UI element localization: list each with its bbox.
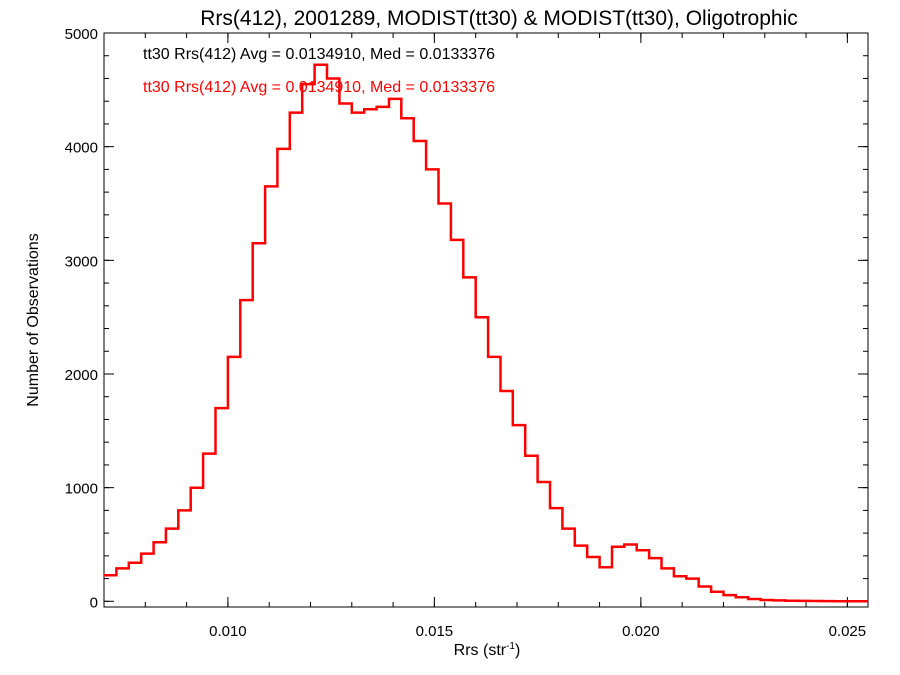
x-axis-label: Rrs (str-1): [454, 641, 521, 659]
plot-frame: [103, 32, 869, 608]
x-tick-label: 0.010: [209, 623, 247, 640]
chart-title: Rrs(412), 2001289, MODIST(tt30) & MODIST…: [200, 7, 798, 30]
series-line: [104, 63, 868, 603]
annotation-line-black: tt30 Rrs(412) Avg = 0.0134910, Med = 0.0…: [143, 46, 495, 63]
y-tick-label: 4000: [65, 140, 98, 157]
y-tick-label: 3000: [65, 253, 98, 270]
annotation-line-red: tt30 Rrs(412) Avg = 0.0134910, Med = 0.0…: [143, 79, 495, 96]
y-tick-label: 0: [90, 594, 98, 611]
x-tick-label: 0.025: [829, 623, 867, 640]
y-axis-label: Number of Observations: [25, 233, 42, 406]
x-tick-label: 0.020: [622, 623, 660, 640]
y-tick-label: 5000: [65, 26, 98, 43]
y-tick-label: 2000: [65, 367, 98, 384]
series-group: [104, 63, 868, 603]
x-axis-label-superscript: -1: [506, 641, 515, 652]
y-tick-label: 1000: [65, 481, 98, 498]
x-tick-label: 0.015: [416, 623, 454, 640]
axis-ticks: 0.010 0.015 0.020 0.025 0 1000 2000 3000 4000 500…: [65, 26, 868, 640]
